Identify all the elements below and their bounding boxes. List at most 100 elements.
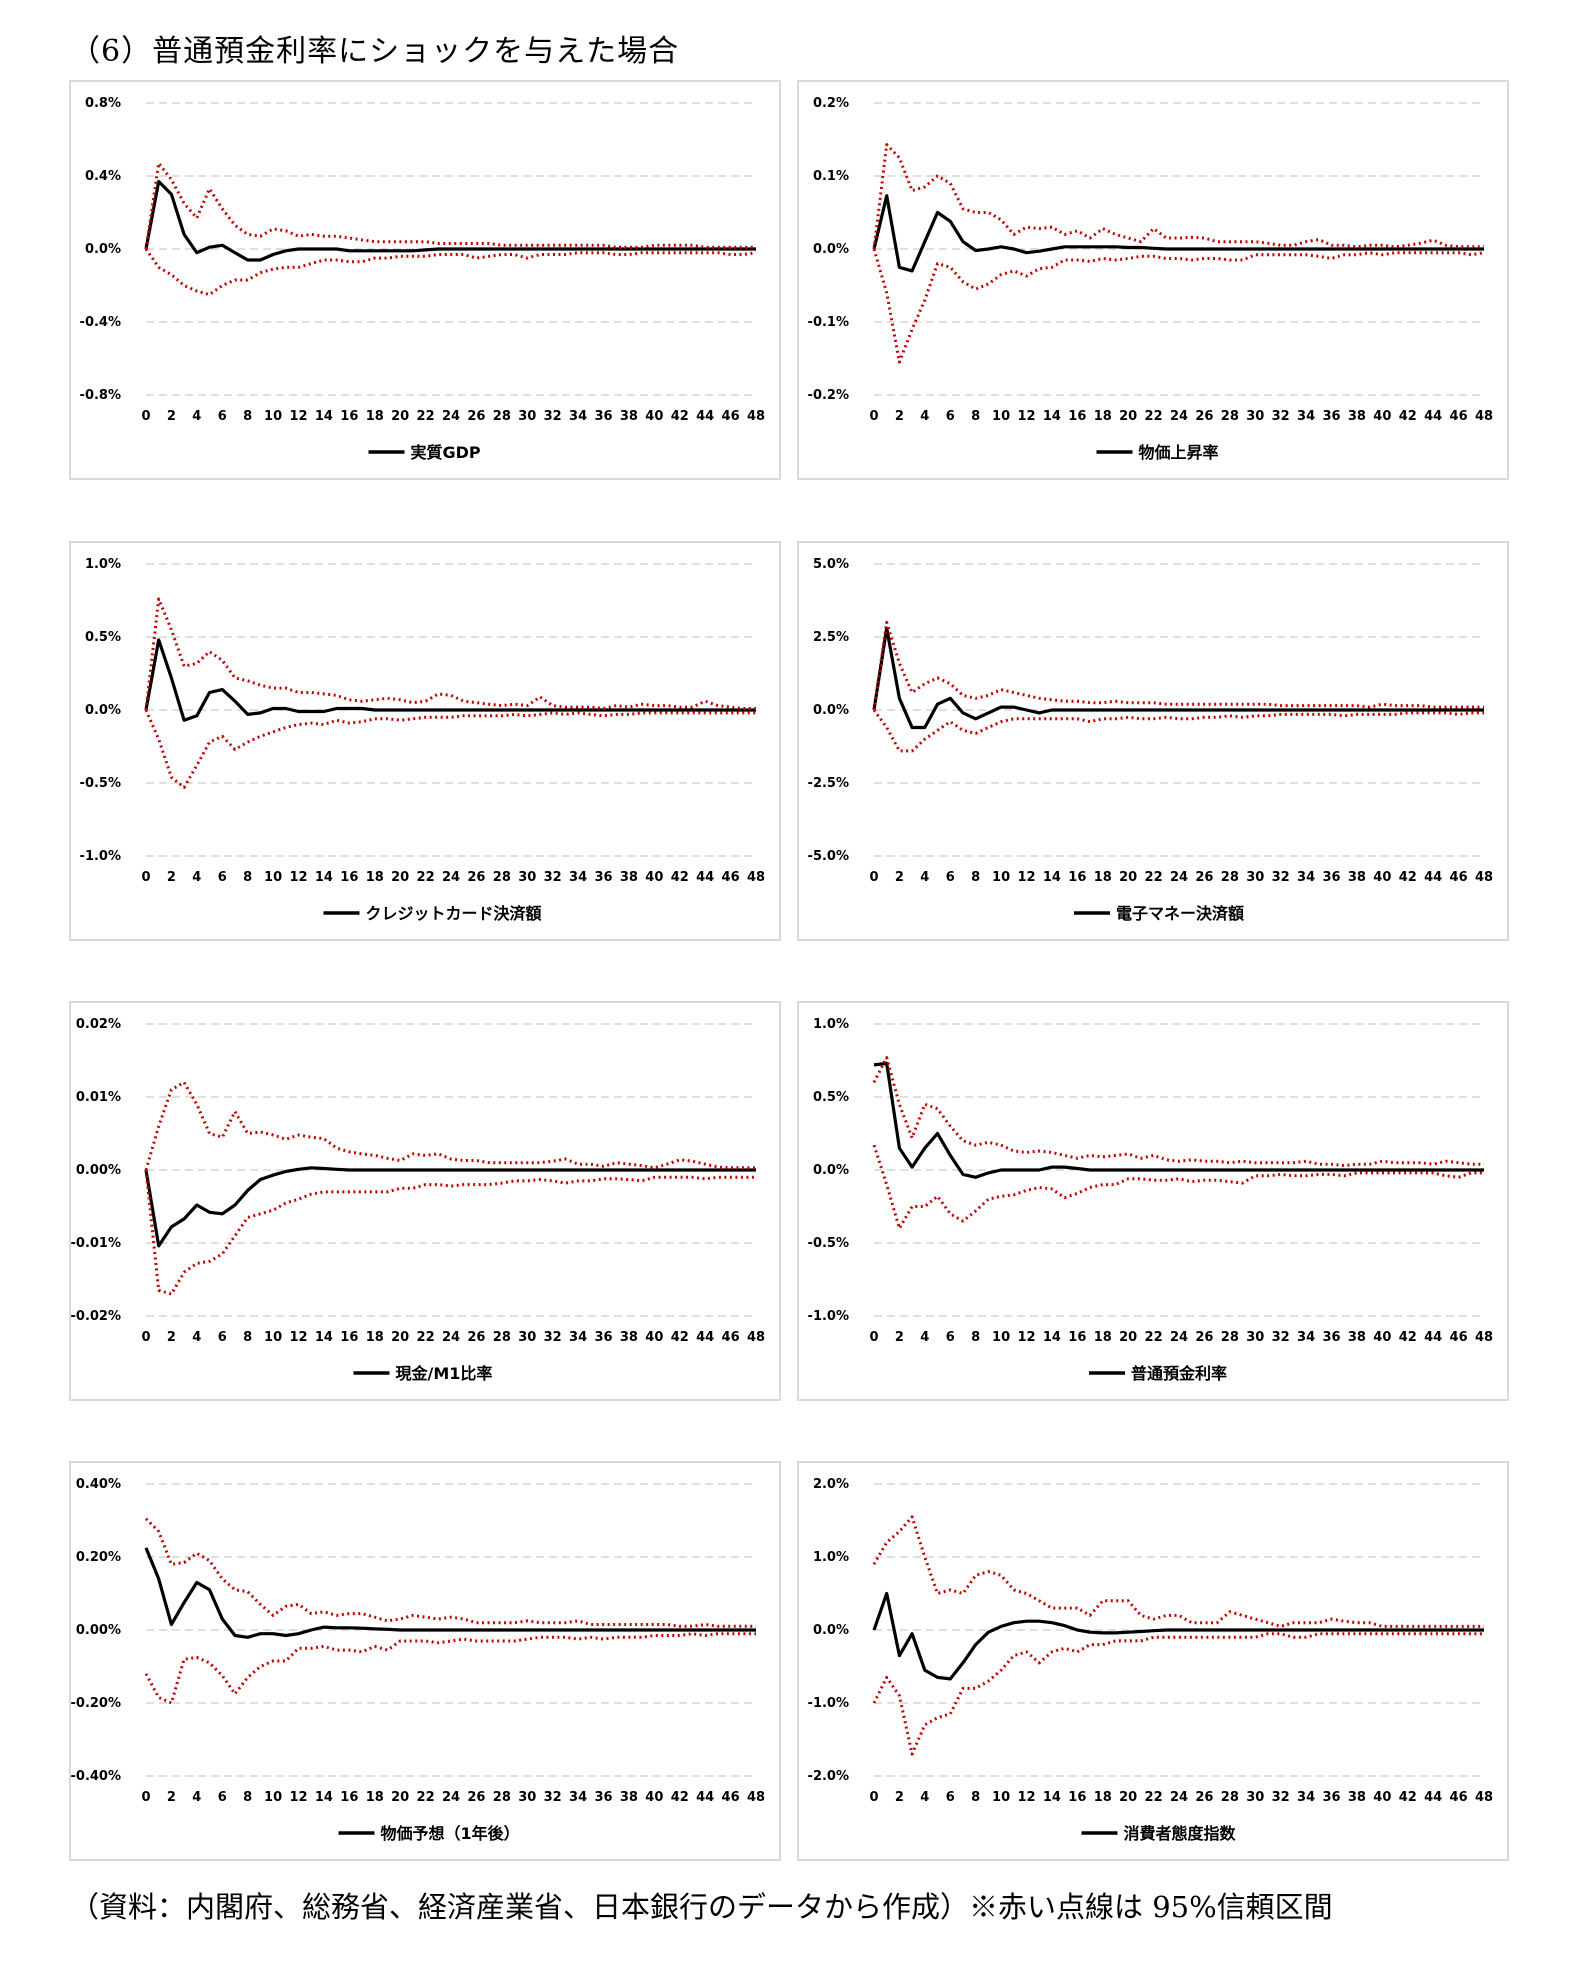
x-tick-label: 48 <box>1475 1790 1493 1805</box>
lower-band-line <box>872 709 1484 753</box>
lower-band-line <box>144 709 756 789</box>
x-tick-label: 8 <box>243 1790 252 1805</box>
x-tick-label: 42 <box>1399 1330 1417 1345</box>
x-tick-label: 6 <box>946 1790 955 1805</box>
x-tick-label: 14 <box>1043 1330 1061 1345</box>
x-tick-label: 14 <box>315 870 333 885</box>
x-tick-label: 4 <box>920 409 929 424</box>
y-tick-label: -0.5% <box>808 1236 849 1251</box>
x-tick-label: 32 <box>1272 1790 1290 1805</box>
x-tick-label: 36 <box>1322 870 1340 885</box>
chart-svg: 2.0%1.0%0.0%-1.0%-2.0%0 2 4 6 8 10 12 14 16 18 20 2… <box>808 1477 1494 1843</box>
x-tick-label: 32 <box>1272 409 1290 424</box>
x-tick-label: 10 <box>992 409 1010 424</box>
x-tick-label: 30 <box>1246 409 1264 424</box>
response-line <box>144 179 756 262</box>
y-tick-label: 0.0% <box>813 1163 849 1178</box>
y-tick-label: -0.02% <box>71 1309 121 1324</box>
x-tick-label: 2 <box>895 409 904 424</box>
x-tick-label: 42 <box>1399 870 1417 885</box>
x-tick-label: 30 <box>1246 1790 1264 1805</box>
x-tick-label: 4 <box>920 1330 929 1345</box>
x-tick-label: 28 <box>1221 409 1239 424</box>
x-tick-label: 14 <box>315 1330 333 1345</box>
x-tick-label: 32 <box>544 870 562 885</box>
x-tick-label: 0 <box>141 870 150 885</box>
y-tick-label: 0.8% <box>85 96 121 111</box>
y-tick-label: 2.0% <box>813 1477 849 1492</box>
x-tick-label: 28 <box>493 409 511 424</box>
chart-panel: 2.0% 1.0% 0.0% -1.0% -2.0% 0 2 4 6 8 10 12 14 16 18 20 2… <box>797 1461 1509 1861</box>
x-tick-label: 36 <box>594 409 612 424</box>
x-tick-label: 38 <box>1348 1330 1366 1345</box>
x-tick-label: 14 <box>315 1790 333 1805</box>
x-tick-label: 2 <box>167 870 176 885</box>
x-tick-label: 28 <box>493 870 511 885</box>
x-tick-label: 28 <box>493 1790 511 1805</box>
y-tick-label: 1.0% <box>813 1550 849 1565</box>
x-tick-label: 10 <box>992 1790 1010 1805</box>
x-tick-label: 12 <box>1017 1330 1035 1345</box>
y-tick-label: -5.0% <box>808 849 849 864</box>
x-tick-label: 8 <box>243 870 252 885</box>
lower-band-line <box>872 248 1485 364</box>
chart-panel: 0.8% 0.4% 0.0% -0.4% -0.8% 0 2 4 6 8 10 12 14 16 18 20 2… <box>69 80 781 480</box>
chart-panel: 0.02% 0.01% 0.00% -0.01% -0.02% 0 2 4 6 8 10 12 14 16… <box>69 1001 781 1401</box>
legend-label: 現金/M1比率 <box>396 1364 493 1383</box>
lower-band-line <box>144 248 757 297</box>
x-tick-label: 8 <box>243 1330 252 1345</box>
x-tick-label: 28 <box>1221 1790 1239 1805</box>
x-tick-label: 14 <box>1043 409 1061 424</box>
y-tick-label: 0.0% <box>85 703 121 718</box>
x-tick-label: 0 <box>141 1790 150 1805</box>
x-tick-label: 46 <box>722 409 740 424</box>
y-tick-label: -0.4% <box>80 315 121 330</box>
x-tick-label: 44 <box>1424 1330 1442 1345</box>
x-tick-label: 24 <box>1170 1330 1188 1345</box>
x-tick-label: 18 <box>366 870 384 885</box>
upper-band-line <box>872 1056 1484 1168</box>
y-tick-label: 5.0% <box>813 557 849 572</box>
x-tick-label: 34 <box>569 1790 587 1805</box>
x-tick-label: 26 <box>467 409 485 424</box>
x-tick-label: 38 <box>620 870 638 885</box>
x-tick-label: 18 <box>366 409 384 424</box>
x-tick-label: 10 <box>264 1790 282 1805</box>
chart-svg: 0.02%0.01%0.00%-0.01%-0.02%0 2 4 6 8 10 12 14 16… <box>71 1017 765 1383</box>
x-tick-label: 0 <box>869 1330 878 1345</box>
x-tick-label: 2 <box>895 1330 904 1345</box>
x-tick-label: 6 <box>218 1790 227 1805</box>
x-tick-label: 24 <box>442 409 460 424</box>
x-tick-label: 40 <box>1373 1330 1391 1345</box>
x-tick-label: 38 <box>620 1790 638 1805</box>
y-tick-label: 0.2% <box>813 96 849 111</box>
x-tick-label: 40 <box>1373 870 1391 885</box>
chart-panel: 5.0% 2.5% 0.0% -2.5% -5.0% 0 2 4 6 8 10 12 14 16 18 20 2… <box>797 541 1509 941</box>
x-tick-label: 40 <box>645 1790 663 1805</box>
x-tick-label: 48 <box>747 409 765 424</box>
x-tick-label: 14 <box>1043 1790 1061 1805</box>
x-tick-label: 34 <box>569 409 587 424</box>
x-tick-label: 44 <box>696 1790 714 1805</box>
x-tick-label: 6 <box>946 1330 955 1345</box>
x-tick-label: 12 <box>289 870 307 885</box>
x-tick-label: 26 <box>1195 1330 1213 1345</box>
x-tick-label: 8 <box>971 1330 980 1345</box>
y-tick-label: -2.0% <box>808 1769 849 1784</box>
y-tick-label: 0.0% <box>813 1623 849 1638</box>
y-tick-label: -0.2% <box>808 388 849 403</box>
x-tick-label: 26 <box>1195 409 1213 424</box>
x-tick-label: 16 <box>340 1790 358 1805</box>
y-tick-label: 0.0% <box>813 242 849 257</box>
x-tick-label: 46 <box>722 870 740 885</box>
x-tick-label: 26 <box>467 870 485 885</box>
y-tick-label: 0.5% <box>813 1090 849 1105</box>
upper-band-line <box>144 1517 756 1628</box>
y-tick-label: 1.0% <box>85 557 121 572</box>
x-tick-label: 38 <box>1348 409 1366 424</box>
x-tick-label: 2 <box>895 870 904 885</box>
x-tick-label: 20 <box>1119 870 1137 885</box>
x-tick-label: 22 <box>1145 409 1163 424</box>
x-tick-label: 26 <box>467 1790 485 1805</box>
x-tick-label: 6 <box>218 1330 227 1345</box>
